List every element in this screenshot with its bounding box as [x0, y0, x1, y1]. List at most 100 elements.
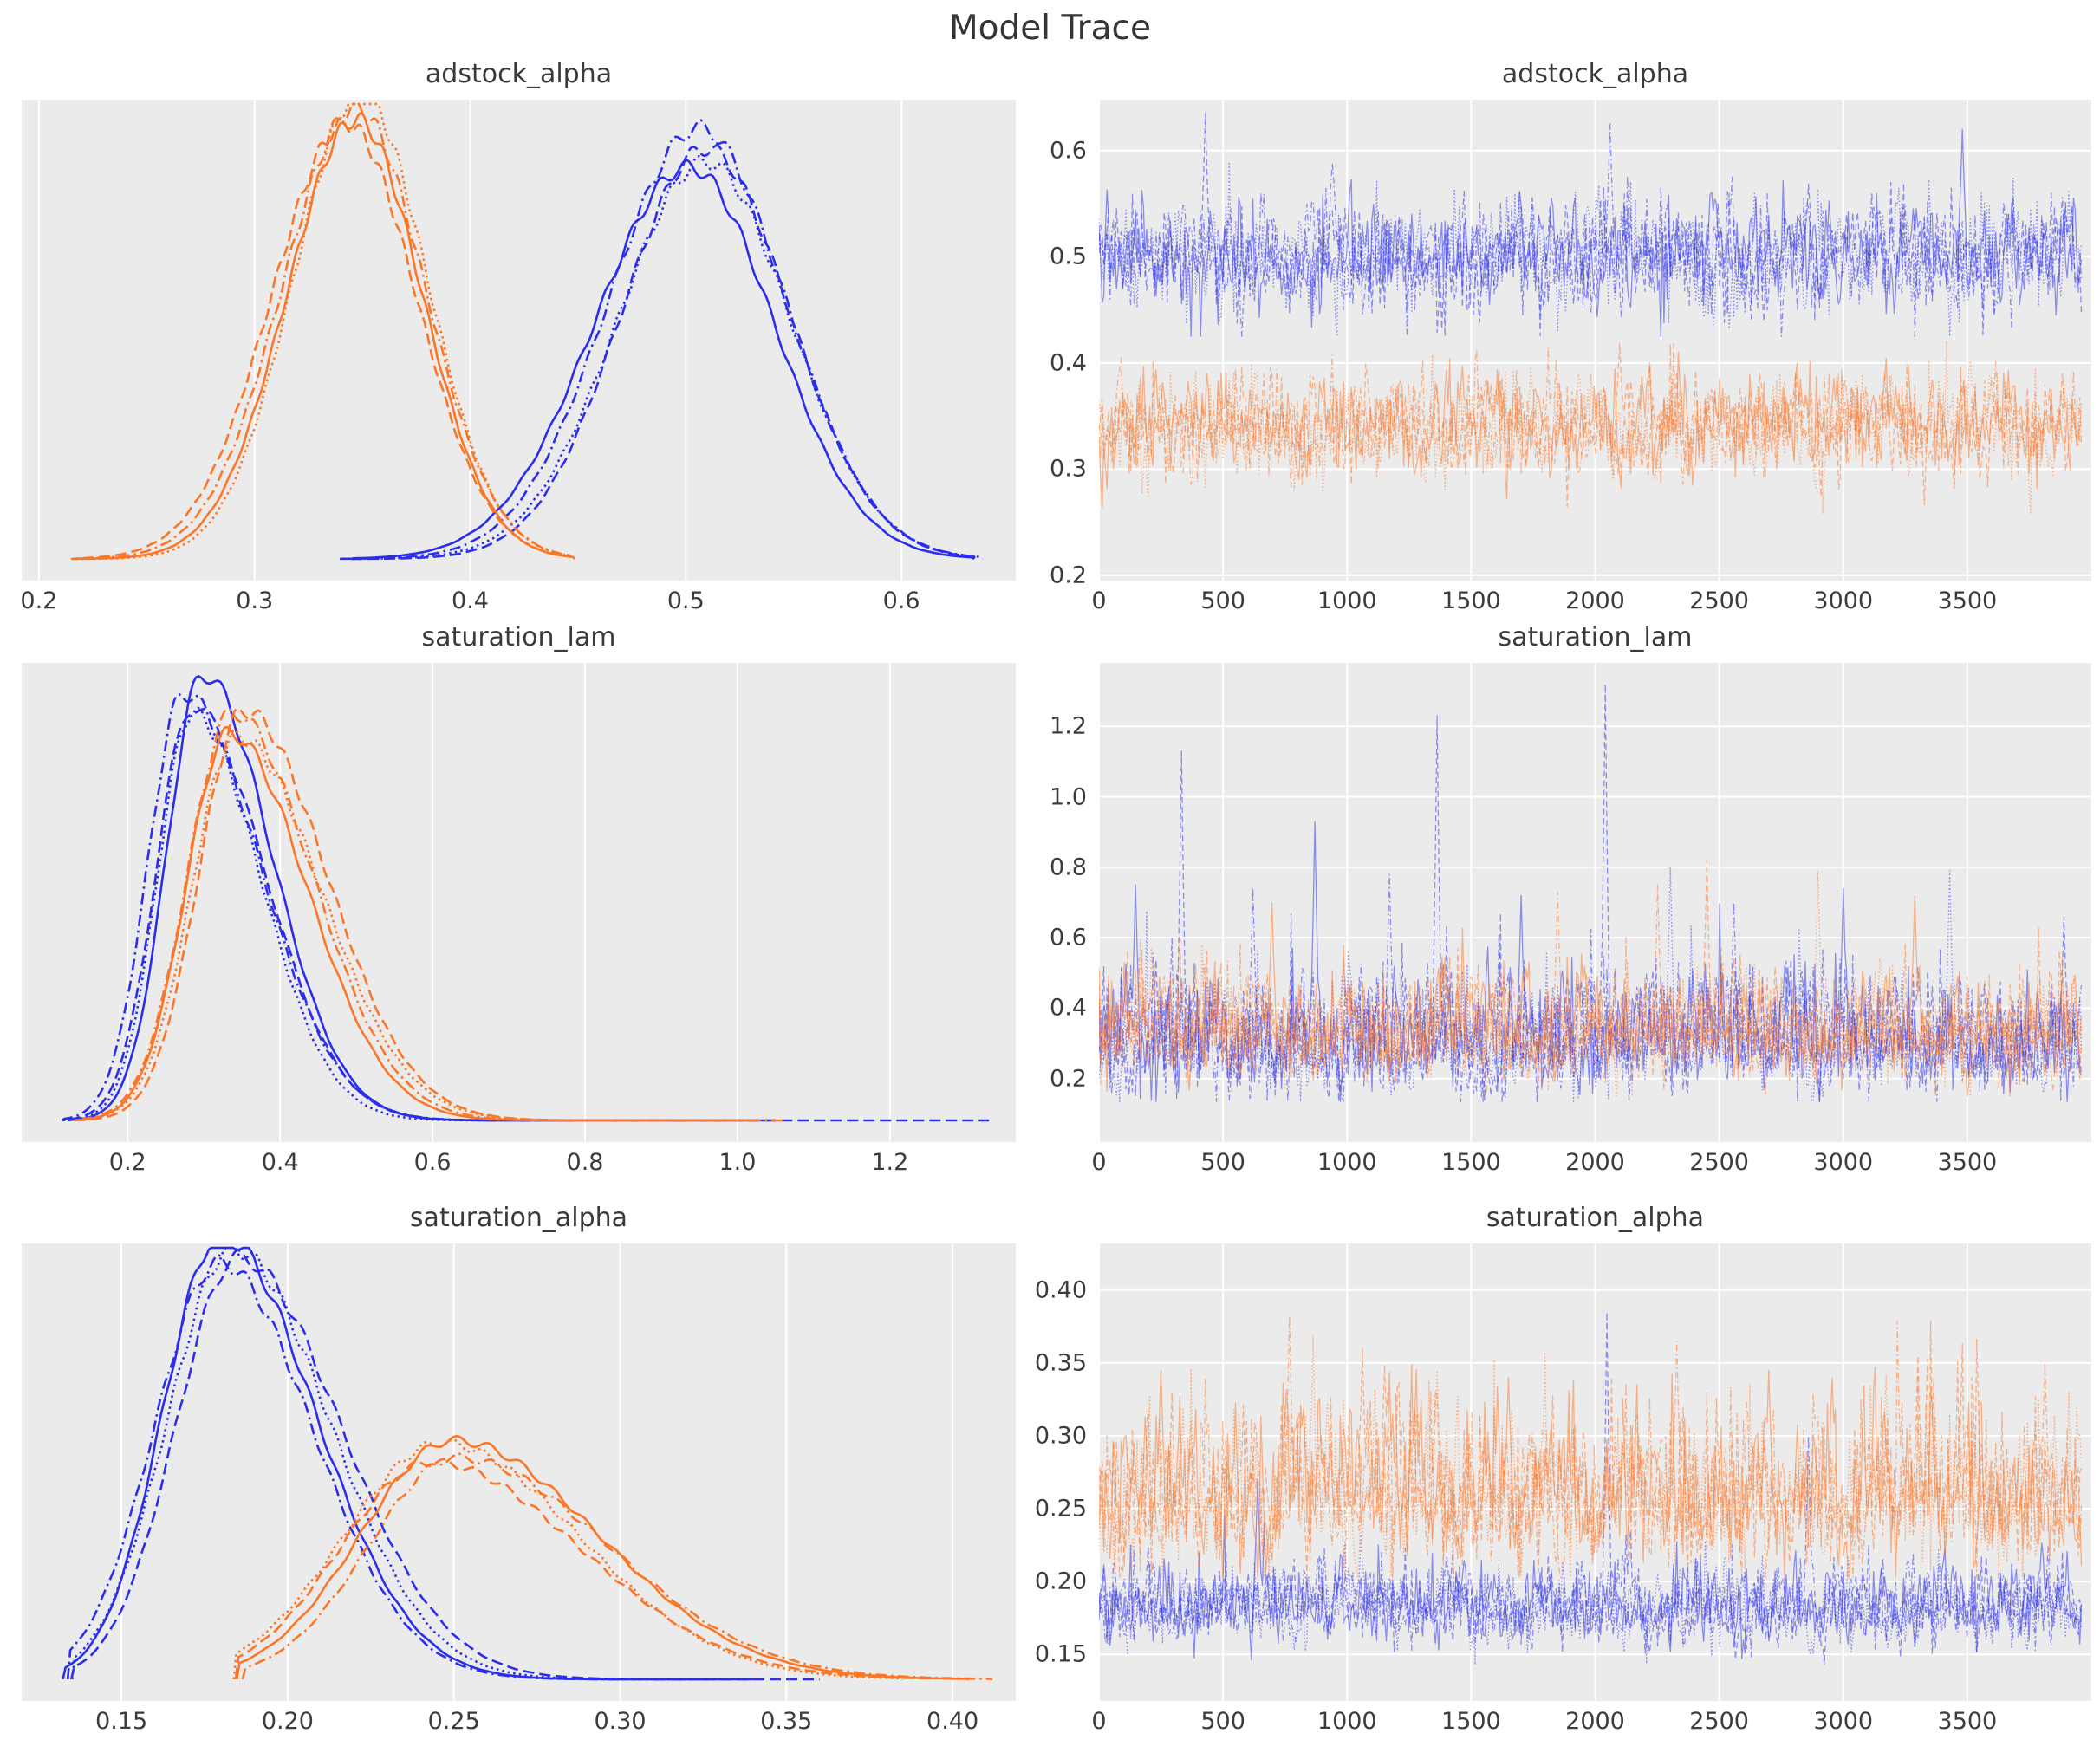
- figure-title: Model Trace: [949, 9, 1151, 48]
- x-tick-label: 3500: [1937, 1149, 1998, 1176]
- kde-curve-dim1-chain2: [241, 1452, 993, 1681]
- trace-line-dim1-chain1: [1099, 1320, 2083, 1578]
- kde-curve-dim1-chain2: [74, 102, 573, 561]
- x-tick-label: 500: [1200, 1708, 1245, 1735]
- x-tick-label: 0: [1091, 1149, 1107, 1176]
- x-tick-label: 0.4: [261, 1149, 299, 1176]
- x-tick-label: 2000: [1565, 1149, 1625, 1176]
- kde-curve-dim0-chain3: [352, 154, 971, 561]
- x-tick-label: 2500: [1689, 1708, 1749, 1735]
- x-tick-label: 1000: [1317, 588, 1377, 614]
- y-tick-label: 0.4: [1050, 994, 1087, 1022]
- x-tick-label: 3000: [1813, 588, 1874, 614]
- x-tick-label: 500: [1200, 588, 1245, 614]
- x-tick-label: 1500: [1441, 1708, 1501, 1735]
- x-tick-label: 1000: [1317, 1708, 1377, 1735]
- kde-curve-dim1-chain1: [81, 116, 564, 561]
- x-tick-label: 1.0: [718, 1149, 757, 1176]
- x-tick-label: 0.6: [413, 1149, 452, 1176]
- trace-panel-adstock_alpha: [1099, 100, 2091, 581]
- x-tick-label: 2500: [1689, 1149, 1749, 1176]
- x-tick-label: 3500: [1937, 1708, 1998, 1735]
- kde-curve-dim0-chain2: [340, 119, 984, 561]
- x-tick-label: 1000: [1317, 1149, 1377, 1176]
- trace-line-dim1-chain3: [1099, 340, 2083, 515]
- trace-plot: [1099, 663, 2091, 1142]
- kde-panel-adstock_alpha: [22, 100, 1016, 581]
- x-tick-label: 0.15: [95, 1708, 148, 1735]
- subplot-title-row1-trace: saturation_lam: [1498, 622, 1693, 653]
- subplot-title-row1-kde: saturation_lam: [421, 622, 616, 653]
- trace-line-dim0-chain1: [1099, 113, 2083, 337]
- kde-panel-saturation_lam: [22, 663, 1016, 1142]
- y-tick-label: 0.2: [1050, 1065, 1087, 1093]
- y-tick-label: 0.20: [1034, 1568, 1087, 1595]
- x-tick-label: 0.25: [427, 1708, 480, 1735]
- x-tick-label: 0: [1091, 1708, 1107, 1735]
- y-tick-label: 0.25: [1034, 1495, 1087, 1523]
- trace-line-dim1-chain3: [1099, 1334, 2083, 1578]
- trace-plot: [1099, 1243, 2091, 1701]
- x-tick-label: 0: [1091, 588, 1107, 614]
- kde-curve-dim1-chain1: [234, 1458, 937, 1681]
- y-tick-label: 0.2: [1050, 562, 1087, 589]
- trace-plot: [1099, 100, 2091, 581]
- x-tick-label: 1500: [1441, 1149, 1501, 1176]
- kde-curve-dim0-chain1: [69, 1249, 820, 1681]
- trace-line-dim0-chain2: [1099, 123, 2083, 337]
- x-tick-label: 2000: [1565, 588, 1625, 614]
- kde-plot: [22, 1243, 1016, 1701]
- kde-curve-dim0-chain2: [61, 692, 685, 1122]
- y-tick-label: 0.6: [1050, 137, 1087, 165]
- subplot-title-row2-trace: saturation_alpha: [1486, 1203, 1705, 1233]
- x-tick-label: 500: [1200, 1149, 1245, 1176]
- kde-curve-dim1-chain0: [70, 112, 576, 561]
- x-tick-label: 0.2: [20, 588, 58, 614]
- x-tick-label: 0.2: [108, 1149, 146, 1176]
- trace-line-dim1-chain2: [1099, 342, 2083, 488]
- trace-panel-saturation_lam: [1099, 663, 2091, 1142]
- kde-curve-dim0-chain3: [71, 1246, 687, 1681]
- x-tick-label: 0.30: [594, 1708, 647, 1735]
- x-tick-label: 0.3: [236, 588, 274, 614]
- x-tick-label: 2000: [1565, 1708, 1625, 1735]
- kde-curve-dim0-chain1: [351, 144, 978, 561]
- x-tick-label: 0.20: [261, 1708, 314, 1735]
- y-tick-label: 1.0: [1050, 783, 1087, 810]
- kde-plot: [22, 100, 1016, 581]
- x-tick-label: 0.4: [452, 588, 489, 614]
- x-tick-label: 0.6: [882, 588, 920, 614]
- kde-curve-dim1-chain1: [74, 707, 661, 1122]
- y-tick-label: 0.30: [1034, 1422, 1087, 1450]
- y-tick-label: 0.40: [1034, 1276, 1087, 1304]
- kde-curve-dim1-chain3: [232, 1438, 904, 1681]
- x-tick-label: 2500: [1689, 588, 1749, 614]
- y-tick-label: 0.5: [1050, 243, 1087, 270]
- y-tick-label: 0.35: [1034, 1349, 1087, 1377]
- x-tick-label: 1500: [1441, 588, 1501, 614]
- trace-line-dim1-chain2: [1099, 884, 2083, 1096]
- trace-line-dim1-chain2: [1099, 1315, 2083, 1578]
- x-tick-label: 0.35: [760, 1708, 813, 1735]
- y-tick-label: 0.8: [1050, 854, 1087, 881]
- kde-panel-saturation_alpha: [22, 1243, 1016, 1701]
- y-tick-label: 0.6: [1050, 924, 1087, 951]
- kde-curve-dim0-chain0: [350, 159, 975, 561]
- trace-line-dim0-chain3: [1099, 161, 2083, 337]
- x-tick-label: 0.8: [566, 1149, 604, 1176]
- y-tick-label: 1.2: [1050, 712, 1087, 740]
- x-tick-label: 3000: [1813, 1149, 1874, 1176]
- trace-panel-saturation_alpha: [1099, 1243, 2091, 1701]
- kde-curve-dim1-chain0: [235, 1434, 970, 1681]
- y-tick-label: 0.3: [1050, 455, 1087, 483]
- subplot-title-row0-trace: adstock_alpha: [1501, 59, 1689, 89]
- x-tick-label: 3000: [1813, 1708, 1874, 1735]
- y-tick-label: 0.15: [1034, 1640, 1087, 1668]
- x-tick-label: 1.2: [871, 1149, 909, 1176]
- subplot-title-row2-kde: saturation_alpha: [409, 1203, 628, 1233]
- y-tick-label: 0.4: [1050, 349, 1087, 377]
- subplot-title-row0-kde: adstock_alpha: [425, 59, 613, 89]
- kde-curve-dim1-chain2: [80, 707, 783, 1122]
- kde-plot: [22, 663, 1016, 1142]
- x-tick-label: 3500: [1937, 588, 1998, 614]
